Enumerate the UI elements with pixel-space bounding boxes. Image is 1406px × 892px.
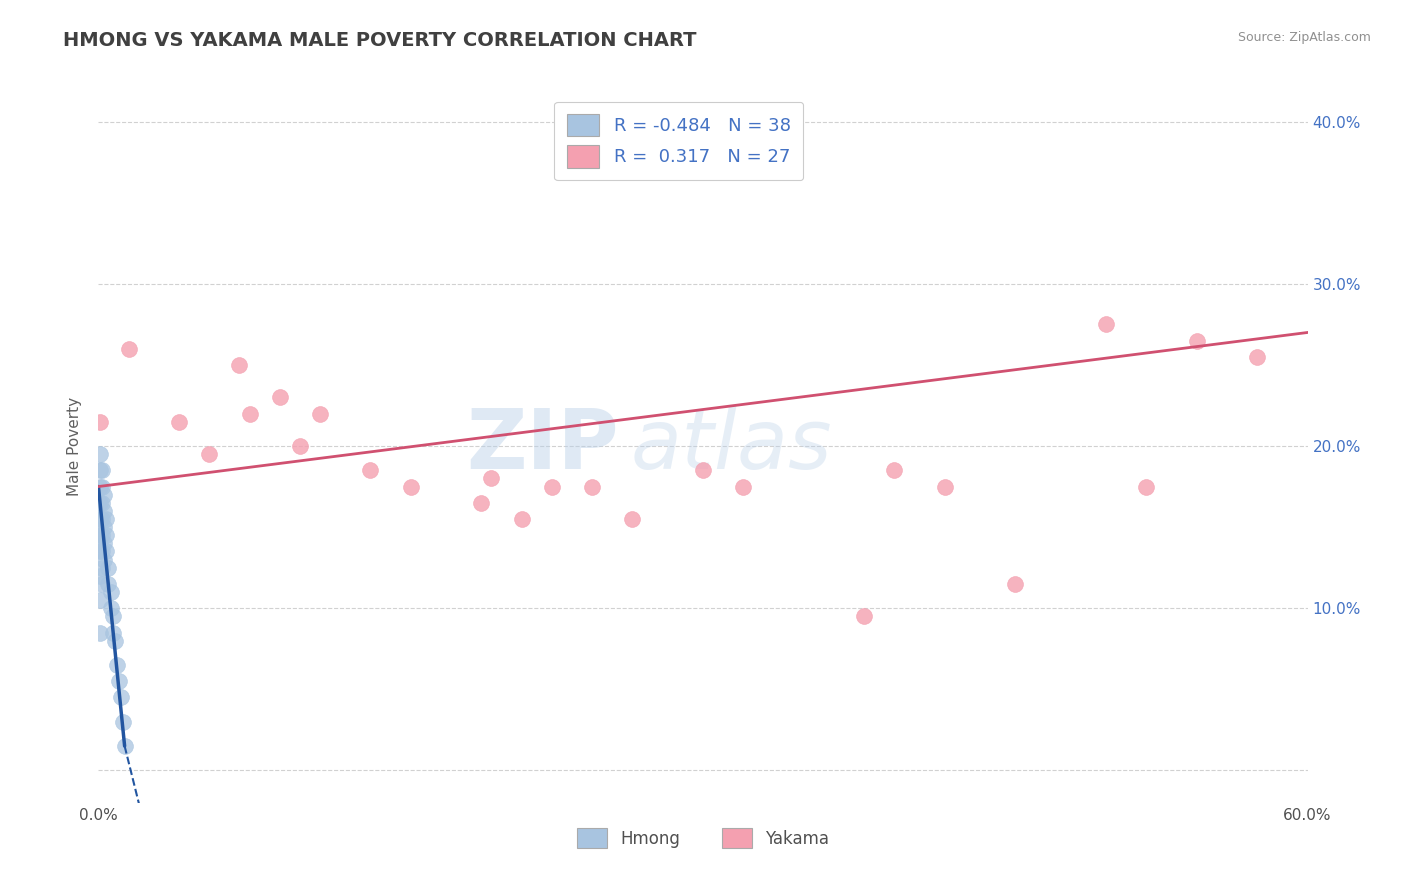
Point: [114, 739, 136, 753]
Point: [110, 690, 132, 705]
Point: [93, 488, 115, 502]
Point: [101, 609, 124, 624]
Point: [934, 479, 956, 493]
Point: [111, 714, 134, 729]
Point: [510, 512, 533, 526]
Point: [89, 496, 111, 510]
Point: [89, 447, 111, 461]
Text: Source: ZipAtlas.com: Source: ZipAtlas.com: [1237, 31, 1371, 45]
Point: [96, 528, 118, 542]
Point: [91, 496, 114, 510]
Point: [107, 674, 129, 689]
Point: [733, 479, 755, 493]
Point: [288, 439, 311, 453]
Point: [399, 479, 422, 493]
Point: [540, 479, 562, 493]
Point: [93, 504, 115, 518]
Point: [91, 560, 114, 574]
Point: [692, 463, 714, 477]
Point: [91, 463, 114, 477]
Point: [89, 463, 111, 477]
Point: [89, 625, 111, 640]
Point: [91, 479, 114, 493]
Point: [118, 342, 141, 356]
Point: [103, 633, 125, 648]
Text: ZIP: ZIP: [465, 406, 619, 486]
Point: [1004, 577, 1026, 591]
Point: [89, 512, 111, 526]
Point: [883, 463, 905, 477]
Point: [93, 536, 115, 550]
Y-axis label: Male Poverty: Male Poverty: [67, 396, 83, 496]
Point: [89, 544, 111, 558]
Point: [1135, 479, 1157, 493]
Point: [470, 496, 492, 510]
Point: [89, 593, 111, 607]
Point: [269, 390, 291, 404]
Point: [360, 463, 382, 477]
Point: [97, 560, 120, 574]
Point: [93, 520, 115, 534]
Text: HMONG VS YAKAMA MALE POVERTY CORRELATION CHART: HMONG VS YAKAMA MALE POVERTY CORRELATION…: [63, 31, 697, 50]
Point: [198, 447, 221, 461]
Point: [91, 512, 114, 526]
Point: [309, 407, 332, 421]
Point: [1185, 334, 1208, 348]
Point: [91, 577, 114, 591]
Point: [89, 479, 111, 493]
Point: [91, 528, 114, 542]
Point: [167, 415, 190, 429]
Point: [239, 407, 262, 421]
Point: [1246, 350, 1268, 364]
Text: atlas: atlas: [630, 406, 832, 486]
Point: [105, 657, 128, 672]
Point: [93, 552, 115, 566]
Point: [96, 512, 118, 526]
Point: [91, 544, 114, 558]
Point: [581, 479, 603, 493]
Legend: Hmong, Yakama: Hmong, Yakama: [571, 822, 835, 855]
Point: [101, 625, 124, 640]
Point: [100, 601, 122, 615]
Point: [621, 512, 644, 526]
Point: [100, 585, 122, 599]
Point: [89, 415, 111, 429]
Point: [89, 568, 111, 582]
Point: [481, 471, 503, 485]
Point: [96, 544, 118, 558]
Point: [89, 528, 111, 542]
Point: [853, 609, 876, 624]
Point: [228, 358, 250, 372]
Point: [1095, 318, 1118, 332]
Point: [97, 577, 120, 591]
